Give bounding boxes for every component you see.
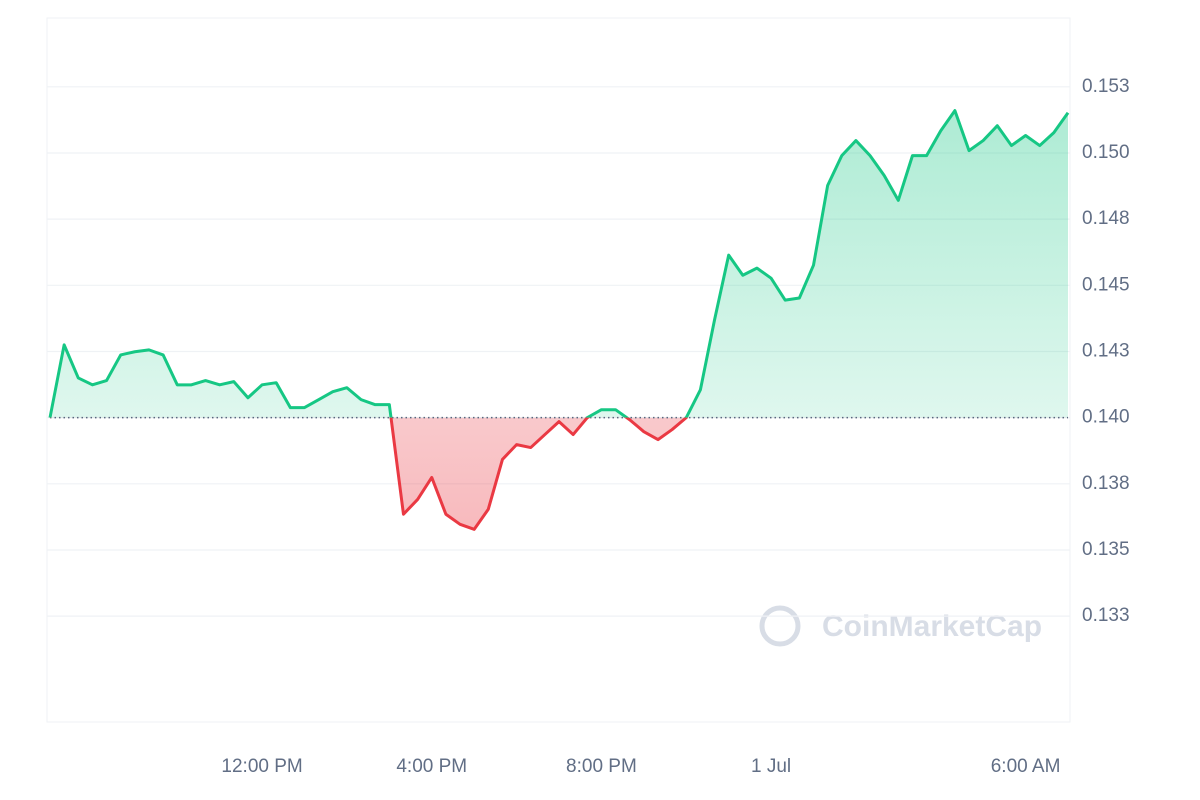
area-up	[50, 110, 1068, 418]
y-tick-label: 0.150	[1082, 142, 1130, 163]
price-line-up	[48, 109, 1070, 418]
plot-frame	[46, 17, 1071, 723]
watermark: CoinMarketCap	[822, 610, 1042, 643]
y-tick-label: 0.145	[1082, 274, 1130, 295]
y-tick-label: 0.138	[1082, 473, 1130, 494]
y-tick-label: 0.153	[1082, 76, 1130, 97]
y-tick-label: 0.135	[1082, 539, 1130, 560]
price-line-down	[50, 417, 688, 531]
x-tick-label: 8:00 PM	[566, 756, 637, 777]
y-tick-label: 0.143	[1082, 340, 1130, 361]
y-tick-label: 0.148	[1082, 208, 1130, 229]
x-tick-label: 1 Jul	[751, 756, 791, 777]
area-down	[391, 417, 687, 530]
watermark-logo	[759, 605, 801, 647]
x-tick-label: 6:00 AM	[991, 756, 1061, 777]
x-tick-label: 4:00 PM	[396, 756, 467, 777]
y-tick-label: 0.140	[1082, 407, 1130, 428]
y-tick-label: 0.133	[1082, 605, 1130, 626]
x-tick-label: 12:00 PM	[221, 756, 302, 777]
